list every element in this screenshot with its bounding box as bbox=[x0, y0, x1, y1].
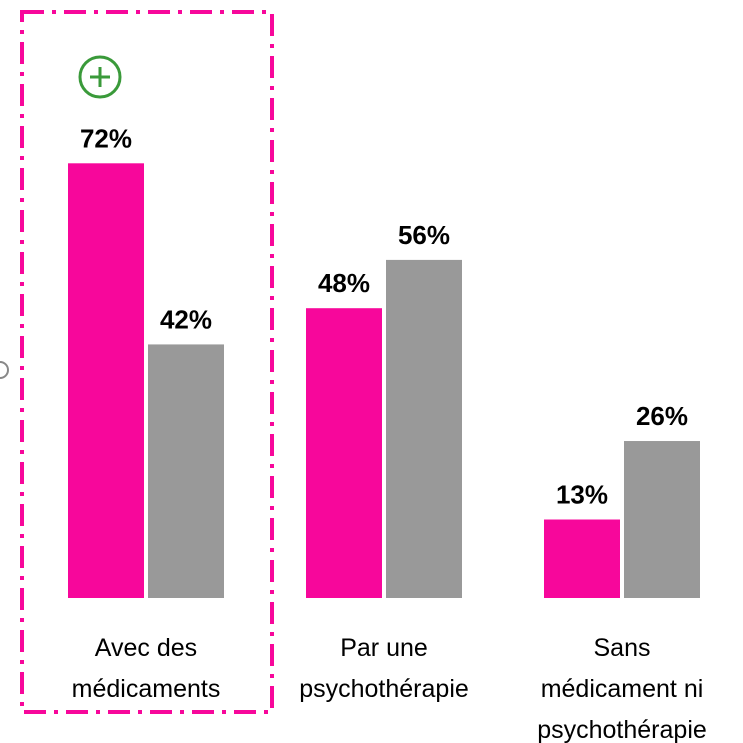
bar bbox=[68, 163, 144, 599]
value-label: 56% bbox=[398, 220, 450, 250]
value-label: 48% bbox=[318, 268, 370, 298]
bar bbox=[624, 441, 700, 598]
plus-sign bbox=[90, 67, 110, 87]
plus-icon bbox=[78, 55, 122, 99]
highlight-frame bbox=[20, 10, 274, 714]
bar bbox=[148, 344, 224, 598]
value-label: 13% bbox=[556, 480, 608, 510]
x-tick-label: Par une bbox=[340, 634, 428, 662]
x-tick-label: psychothérapie bbox=[537, 716, 707, 743]
bar bbox=[544, 519, 620, 598]
edge-icon bbox=[0, 361, 9, 379]
bar bbox=[306, 308, 382, 598]
value-label: 26% bbox=[636, 401, 688, 431]
x-tick-label: médicament ni bbox=[541, 675, 704, 703]
value-label: 42% bbox=[160, 304, 212, 334]
x-tick-label: psychothérapie bbox=[299, 675, 469, 703]
value-label: 72% bbox=[80, 123, 132, 153]
bar bbox=[386, 259, 462, 598]
x-tick-label: médicaments bbox=[72, 675, 221, 703]
x-tick-label: Avec des bbox=[95, 634, 197, 662]
x-tick-label: Sans bbox=[594, 634, 651, 662]
